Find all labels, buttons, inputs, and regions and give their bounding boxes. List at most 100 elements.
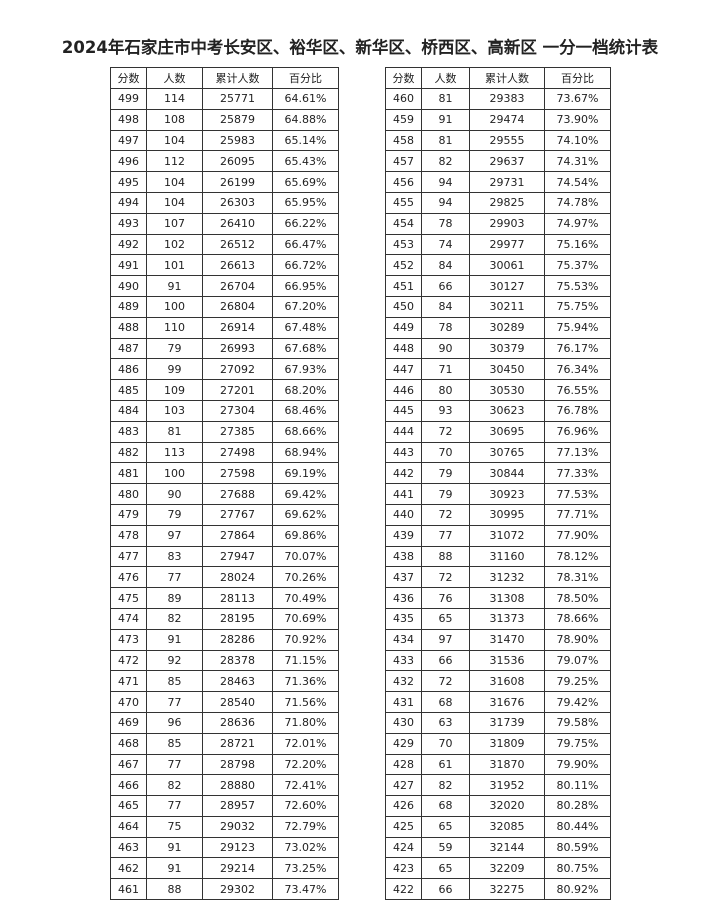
table-cell: 75.94%	[544, 316, 611, 339]
table-cell: 29032	[202, 815, 273, 838]
table-cell: 487	[110, 337, 147, 360]
table-row: 483 81 27385 68.66%	[110, 420, 339, 443]
table-cell: 64.88%	[272, 108, 339, 131]
table-cell: 71.15%	[272, 649, 339, 672]
table-row: 459 91 29474 73.90%	[385, 108, 611, 131]
table-cell: 88	[146, 878, 203, 901]
table-cell: 80	[421, 379, 470, 401]
table-cell: 91	[146, 275, 203, 297]
table-row: 487 79 26993 67.68%	[110, 337, 339, 360]
table-cell: 114	[146, 88, 203, 110]
table-cell: 66.72%	[272, 254, 339, 277]
table-cell: 28880	[202, 774, 273, 797]
table-cell: 78.12%	[544, 545, 611, 568]
table-cell: 100	[146, 462, 203, 485]
table-cell: 80.28%	[544, 795, 611, 817]
table-cell: 77	[146, 753, 203, 776]
table-cell: 465	[110, 795, 147, 817]
table-cell: 28798	[202, 753, 273, 776]
table-cell: 472	[110, 649, 147, 672]
table-cell: 102	[146, 233, 203, 256]
table-cell: 65.69%	[272, 171, 339, 193]
table-cell: 481	[110, 462, 147, 485]
table-cell: 66.47%	[272, 233, 339, 256]
table-cell: 434	[385, 628, 422, 651]
header-cell: 分数	[385, 67, 422, 89]
table-cell: 67.20%	[272, 295, 339, 318]
table-cell: 28540	[202, 691, 273, 713]
table-cell: 441	[385, 483, 422, 505]
table-cell: 88	[421, 545, 470, 568]
table-cell: 31232	[469, 566, 545, 589]
table-cell: 438	[385, 545, 422, 568]
table-cell: 79.07%	[544, 649, 611, 672]
table-cell: 442	[385, 462, 422, 485]
table-cell: 71.36%	[272, 670, 339, 693]
table-cell: 27947	[202, 545, 273, 568]
table-cell: 73.02%	[272, 836, 339, 859]
table-cell: 77.53%	[544, 483, 611, 505]
table-cell: 91	[421, 108, 470, 131]
table-row: 436 76 31308 78.50%	[385, 587, 611, 609]
table-cell: 94	[421, 191, 470, 214]
table-row: 470 77 28540 71.56%	[110, 691, 339, 713]
header-cell: 人数	[146, 67, 203, 89]
table-cell: 107	[146, 212, 203, 235]
table-cell: 70.69%	[272, 607, 339, 630]
table-cell: 109	[146, 379, 203, 401]
table-row: 438 88 31160 78.12%	[385, 545, 611, 568]
table-row: 451 66 30127 75.53%	[385, 275, 611, 297]
table-cell: 439	[385, 524, 422, 547]
table-cell: 480	[110, 483, 147, 505]
table-cell: 77	[146, 691, 203, 713]
table-cell: 463	[110, 836, 147, 859]
table-cell: 30765	[469, 441, 545, 464]
table-row: 423 65 32209 80.75%	[385, 857, 611, 880]
table-cell: 456	[385, 171, 422, 193]
table-cell: 445	[385, 399, 422, 422]
table-cell: 82	[146, 774, 203, 797]
table-cell: 91	[146, 628, 203, 651]
table-cell: 66	[421, 649, 470, 672]
table-cell: 103	[146, 399, 203, 422]
table-cell: 83	[146, 545, 203, 568]
table-cell: 77.71%	[544, 503, 611, 526]
table-cell: 26993	[202, 337, 273, 360]
table-cell: 82	[421, 150, 470, 173]
table-cell: 469	[110, 711, 147, 734]
table-row: 496 112 26095 65.43%	[110, 150, 339, 173]
table-cell: 26095	[202, 150, 273, 173]
table-row: 485 109 27201 68.20%	[110, 379, 339, 401]
table-cell: 423	[385, 857, 422, 880]
table-row: 426 68 32020 80.28%	[385, 795, 611, 817]
table-cell: 31608	[469, 670, 545, 693]
table-cell: 468	[110, 732, 147, 755]
table-cell: 70	[421, 732, 470, 755]
table-row: 439 77 31072 77.90%	[385, 524, 611, 547]
table-cell: 66.22%	[272, 212, 339, 235]
table-cell: 30844	[469, 462, 545, 485]
table-cell: 30450	[469, 358, 545, 381]
table-cell: 74	[421, 233, 470, 256]
table-row: 449 78 30289 75.94%	[385, 316, 611, 339]
table-cell: 80.59%	[544, 836, 611, 859]
table-cell: 72.20%	[272, 753, 339, 776]
table-row: 491 101 26613 66.72%	[110, 254, 339, 277]
table-cell: 437	[385, 566, 422, 589]
table-cell: 89	[146, 587, 203, 609]
table-row: 448 90 30379 76.17%	[385, 337, 611, 360]
table-cell: 67.48%	[272, 316, 339, 339]
table-cell: 449	[385, 316, 422, 339]
table-row: 447 71 30450 76.34%	[385, 358, 611, 381]
table-row: 452 84 30061 75.37%	[385, 254, 611, 277]
table-cell: 27498	[202, 441, 273, 464]
table-cell: 65	[421, 607, 470, 630]
header-cell: 人数	[421, 67, 470, 89]
table-cell: 72.60%	[272, 795, 339, 817]
table-cell: 435	[385, 607, 422, 630]
table-cell: 75.16%	[544, 233, 611, 256]
table-cell: 71.80%	[272, 711, 339, 734]
table-cell: 76.96%	[544, 420, 611, 443]
table-cell: 425	[385, 815, 422, 838]
table-row: 450 84 30211 75.75%	[385, 295, 611, 318]
